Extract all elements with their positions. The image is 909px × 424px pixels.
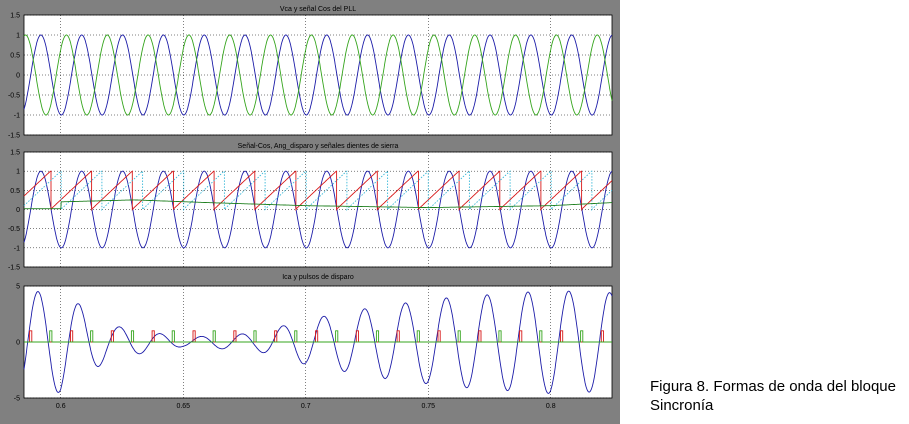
y-tick-label: 1 (16, 169, 20, 176)
caption-line-1: Figura 8. Formas de onda del bloque (650, 378, 896, 395)
sawtooth-line-2 (23, 170, 613, 212)
y-tick-label: -0.5 (8, 226, 20, 233)
y-tick-label: -1.5 (8, 133, 20, 140)
y-tick-label: -1 (14, 245, 20, 252)
x-tick-label: 0.75 (421, 403, 435, 410)
caption-line-2: Sincronía (650, 397, 714, 414)
scope-figure: Vca y señal Cos del PLL 1.5 1 0.5 0 -0.5 -1 -1.… (0, 0, 620, 424)
y-tick-label: 1.5 (10, 150, 20, 157)
x-tick-label: 0.8 (546, 403, 556, 410)
scope-plots: Vca y señal Cos del PLL 1.5 1 0.5 0 -0.5 -1 -1.… (8, 6, 613, 410)
series-line-1 (23, 34, 613, 116)
plot-title-3: Ica y pulsos de disparo (282, 274, 354, 281)
y-tick-label: 1 (16, 33, 20, 40)
pulse-train-2 (24, 330, 612, 343)
pulse-train-3 (24, 330, 612, 343)
y-tick-label: 5 (16, 284, 20, 291)
series-line-1 (23, 170, 613, 249)
plot-title-1: Vca y señal Cos del PLL (280, 6, 356, 13)
y-tick-label: 0.5 (10, 53, 20, 60)
y-tick-label: -1.5 (8, 265, 20, 272)
y-tick-label: 0 (16, 73, 20, 80)
figure-caption: Figura 8. Formas de onda del bloque Sinc… (650, 377, 896, 415)
y-tick-label: -0.5 (8, 93, 20, 100)
current-line (23, 290, 613, 394)
x-tick-label: 0.65 (176, 403, 190, 410)
x-tick-label: 0.7 (301, 403, 311, 410)
y-tick-label: -5 (14, 396, 20, 403)
y-tick-label: 0 (16, 340, 20, 347)
sawtooth-line-3 (23, 170, 613, 212)
y-tick-label: 0 (16, 207, 20, 214)
series-line-2 (23, 34, 613, 116)
y-tick-label: -1 (14, 113, 20, 120)
y-tick-label: 0.5 (10, 188, 20, 195)
y-tick-label: 1.5 (10, 13, 20, 20)
angle-line (24, 199, 612, 210)
plot-title-2: Señal-Cos, Ang_disparo y señales dientes… (238, 143, 399, 150)
x-tick-label: 0.6 (56, 403, 66, 410)
